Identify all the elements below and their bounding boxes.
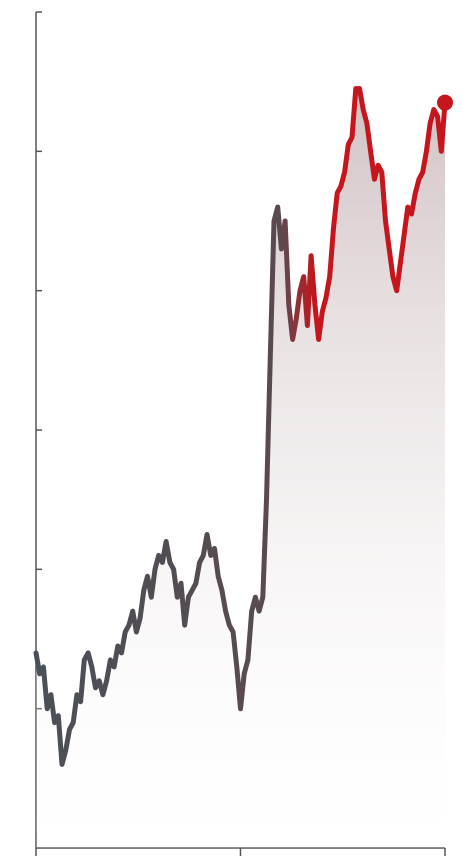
- end-point-marker: [437, 95, 453, 111]
- point-layer: [437, 95, 453, 111]
